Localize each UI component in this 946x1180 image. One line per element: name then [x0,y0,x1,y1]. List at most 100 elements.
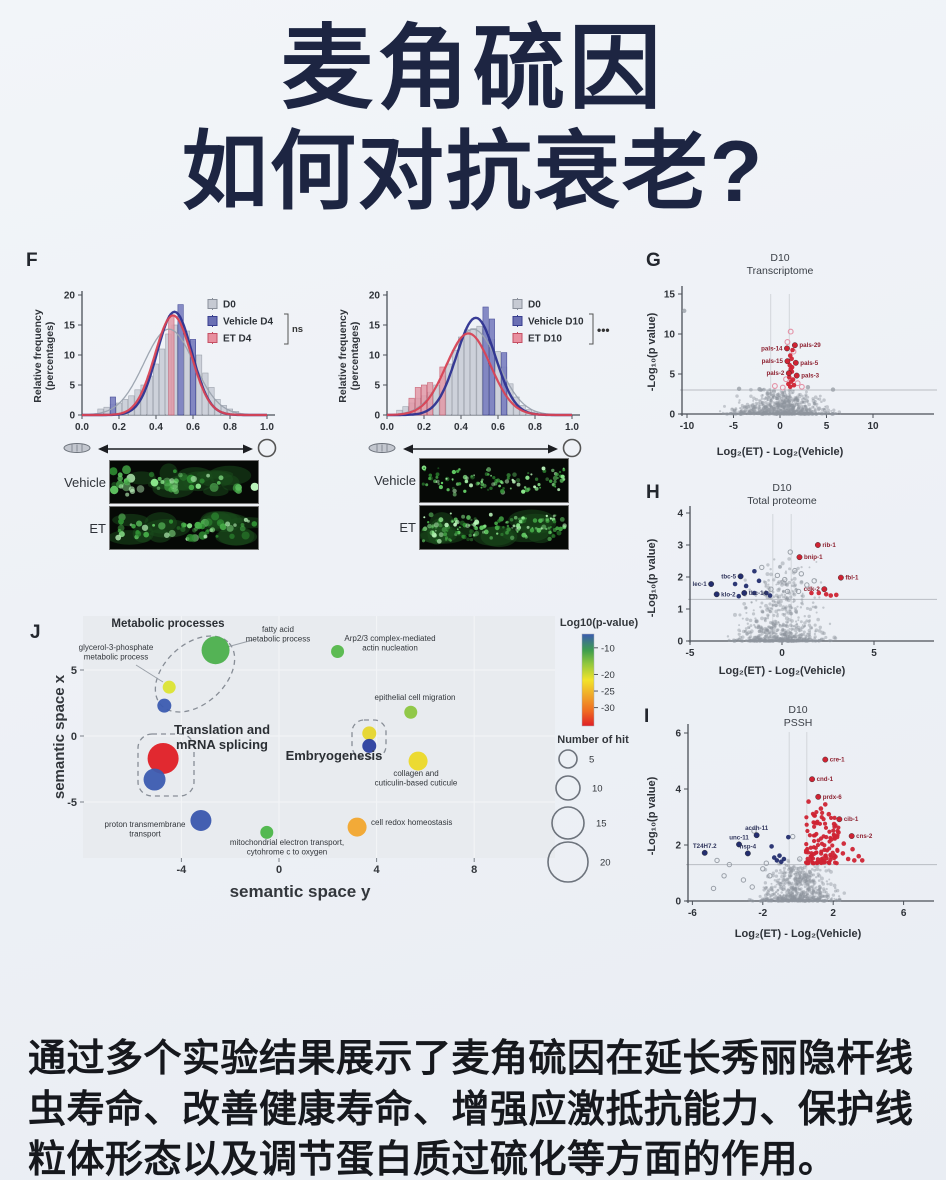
panel-label-g: G [646,250,661,271]
histogram-d10-chart: 0.0 0.2 0.4 0.6 0.8 1.0 0 5 10 15 20 Relative frequ… [337,291,610,458]
svg-text:mitochondrial electron transpo: mitochondrial electron transport, [230,838,344,847]
svg-text:(percentages): (percentages) [44,322,56,391]
svg-text:fbl-1: fbl-1 [845,575,859,582]
hist-plot: 0.0 0.2 0.4 0.6 0.8 1.0 0 5 10 15 20 Relative frequ… [32,291,303,434]
svg-text:Log10(p-value): Log10(p-value) [560,617,639,629]
svg-text:D10: D10 [770,252,789,264]
svg-text:cns-2: cns-2 [856,833,873,840]
svg-text:-5: -5 [67,797,77,809]
svg-text:1.0: 1.0 [565,422,579,433]
svg-text:rib-1: rib-1 [822,542,836,549]
svg-text:cytohrome c to oxygen: cytohrome c to oxygen [247,848,327,857]
svg-text:5: 5 [69,381,75,392]
svg-text:pals-29: pals-29 [799,342,821,349]
svg-text:cib-1: cib-1 [844,816,859,823]
svg-text:D10: D10 [772,482,791,494]
svg-text:-10: -10 [680,421,695,432]
svg-text:5: 5 [374,381,380,392]
svg-text:lec-1: lec-1 [693,581,708,588]
svg-text:Log₂(ET) - Log₂(Vehicle): Log₂(ET) - Log₂(Vehicle) [719,665,846,677]
svg-text:unc-11: unc-11 [729,834,749,841]
page-title-line2: 如何对抗衰老? [181,123,765,220]
svg-text:acdh-11: acdh-11 [745,825,769,832]
svg-text:4: 4 [675,785,681,796]
panel-label-j: J [30,622,41,643]
svg-text:Vehicle D10: Vehicle D10 [528,317,584,328]
svg-text:0.8: 0.8 [528,422,542,433]
svg-text:Metabolic processes: Metabolic processes [111,618,224,630]
svg-text:PSSH: PSSH [784,717,813,729]
svg-text:pals-3: pals-3 [801,373,819,380]
svg-text:-Log₁₀(p value): -Log₁₀(p value) [646,538,658,617]
svg-text:5: 5 [871,648,877,659]
svg-text:20: 20 [369,291,381,302]
svg-text:15: 15 [664,290,676,301]
svg-text:6: 6 [901,908,907,919]
panel-label-i: I [644,706,650,727]
svg-text:fatty acid: fatty acid [262,625,294,634]
svg-text:•••: ••• [597,323,610,337]
svg-text:0.4: 0.4 [149,422,163,433]
svg-text:D0: D0 [528,300,541,311]
svg-text:20: 20 [600,858,611,869]
svg-text:pals-2: pals-2 [766,370,784,377]
svg-text:metabolic process: metabolic process [246,635,310,644]
micrograph-row-d10-et: ET [340,505,569,550]
svg-text:0: 0 [69,411,75,422]
svg-text:1: 1 [677,605,683,616]
summary-caption: 通过多个实验结果展示了麦角硫因在延长秀丽隐杆线虫寿命、改善健康寿命、增强应激抵抗… [28,1038,914,1180]
svg-text:proton transmembrane: proton transmembrane [105,820,186,829]
svg-text:Relative frequency: Relative frequency [32,309,44,403]
svg-text:0: 0 [374,411,380,422]
svg-text:-10: -10 [601,643,615,654]
svg-text:0.0: 0.0 [75,422,89,433]
svg-text:2: 2 [675,841,681,852]
svg-text:glycerol-3-phosphate: glycerol-3-phosphate [79,643,154,652]
svg-text:T24H7.2: T24H7.2 [693,843,717,850]
svg-text:Total proteome: Total proteome [747,495,817,507]
svg-text:cuticulin-based cuticule: cuticulin-based cuticule [375,779,458,788]
svg-text:klo-2: klo-2 [721,591,736,598]
svg-text:D10: D10 [788,704,807,716]
svg-text:10: 10 [592,784,603,795]
svg-text:prdx-6: prdx-6 [823,794,842,801]
hit-count-size-legend: Number of hit 5 10 15 20 [547,734,629,883]
panel-label-h: H [646,482,660,503]
micrograph-label: Vehicle [64,474,106,490]
svg-text:-Log₁₀(p value): -Log₁₀(p value) [646,312,658,391]
svg-text:-Log₁₀(p value): -Log₁₀(p value) [646,776,658,855]
micrograph-row-d4-vehicle: Vehicle [30,460,259,504]
svg-text:-5: -5 [729,421,738,432]
svg-text:0: 0 [677,637,683,648]
svg-text:0.2: 0.2 [112,422,126,433]
svg-text:pals-14: pals-14 [761,345,783,352]
svg-text:0: 0 [669,410,675,421]
micrograph-label: ET [89,520,106,536]
fluorescence-micrograph-d4-et [109,506,259,550]
svg-text:cdk-2: cdk-2 [804,586,821,593]
svg-text:0.2: 0.2 [417,422,431,433]
micrograph-row-d4-et: ET [30,506,259,550]
svg-text:15: 15 [64,321,76,332]
svg-text:5: 5 [824,421,830,432]
svg-text:5: 5 [589,755,594,766]
svg-text:Arp2/3 complex-mediated: Arp2/3 complex-mediated [344,634,435,643]
micrograph-label: Vehicle [374,473,416,488]
panel-label-f: F [26,250,38,271]
svg-text:0.8: 0.8 [223,422,237,433]
svg-text:Embryogenesis: Embryogenesis [286,748,383,763]
svg-text:Relative frequency: Relative frequency [337,309,349,403]
svg-text:5: 5 [669,370,675,381]
pvalue-color-legend: Log10(p-value) -10 -20 -25 -30 [560,617,639,727]
svg-text:Transcriptome: Transcriptome [747,265,814,277]
svg-text:0.6: 0.6 [491,422,505,433]
svg-text:-20: -20 [601,670,615,681]
svg-text:ET D10: ET D10 [528,334,562,345]
svg-text:ns: ns [292,324,303,335]
svg-text:5: 5 [71,665,77,677]
svg-text:-2: -2 [758,908,767,919]
svg-text:semantic space x: semantic space x [51,674,68,799]
svg-text:0: 0 [276,864,282,876]
